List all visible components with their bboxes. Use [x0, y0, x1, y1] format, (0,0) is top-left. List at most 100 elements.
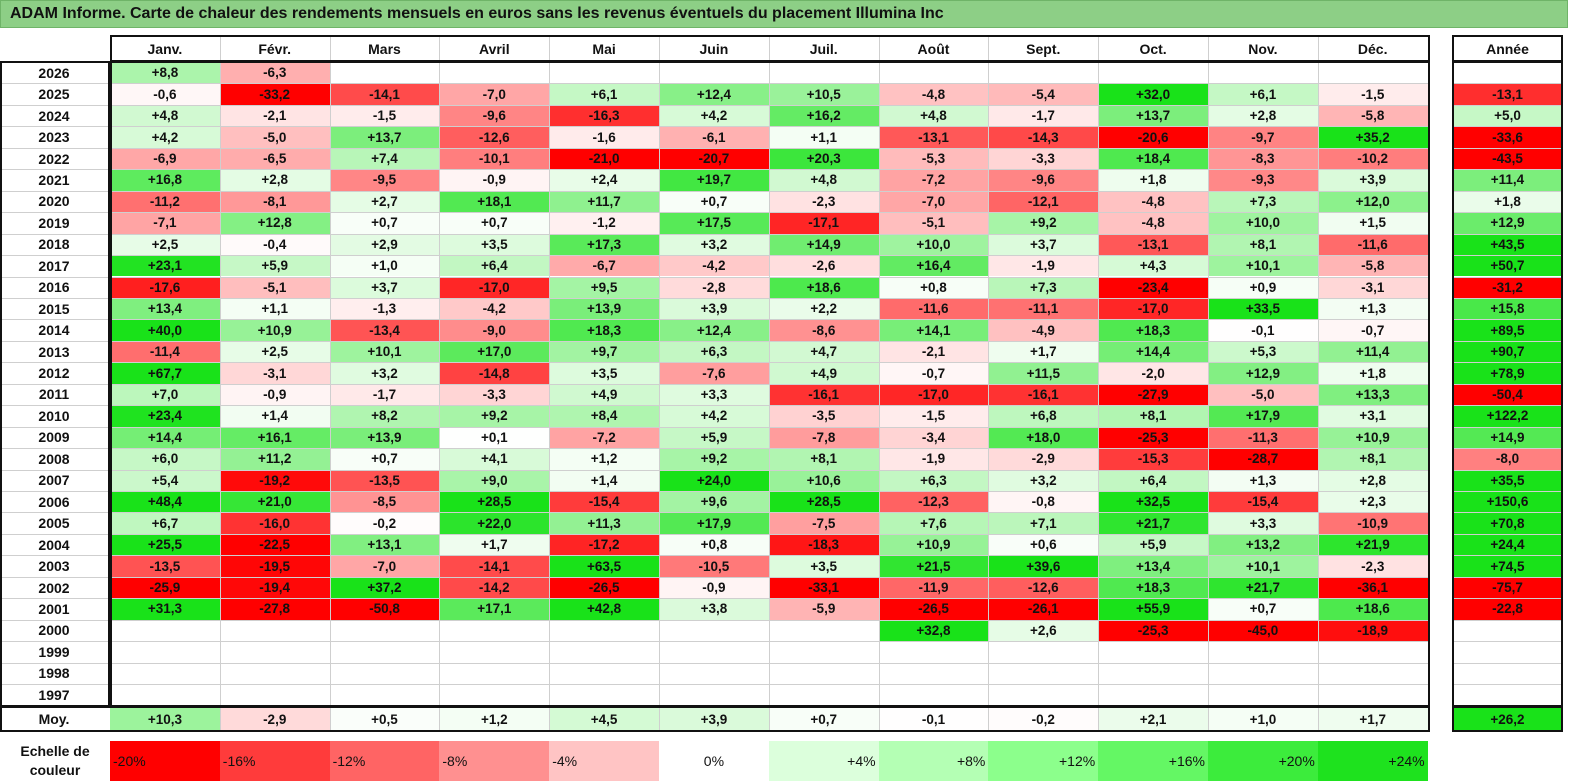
heatmap-cell: -13,5	[329, 469, 440, 491]
grid-line	[768, 62, 770, 706]
heatmap-cell	[1208, 641, 1318, 663]
average-cell: +1,2	[439, 707, 550, 731]
heatmap-cell: +18,6	[768, 276, 879, 298]
heatmap-cell: +35,2	[1317, 126, 1428, 148]
heatmap-cell: -5,8	[1317, 255, 1428, 277]
heatmap-cell: +4,1	[439, 448, 550, 470]
month-header: Oct.	[1098, 37, 1208, 61]
heatmap-cell: +2,8	[1317, 469, 1428, 491]
heatmap-cell: +14,4	[110, 426, 220, 449]
year-label: 2018	[0, 233, 108, 256]
heatmap-cell: -1,5	[329, 104, 440, 127]
year-label: 2000	[0, 619, 108, 642]
heatmap-cell: -45,0	[1208, 619, 1318, 642]
heatmap-cell: -4,8	[1098, 212, 1208, 234]
heatmap-cell: +2,4	[549, 169, 659, 191]
heatmap-cell: +11,5	[988, 362, 1099, 384]
grid-line	[329, 707, 331, 731]
heatmap-cell: -33,2	[219, 83, 330, 105]
heatmap-cell: -12,1	[988, 190, 1099, 213]
year-label: 2003	[0, 555, 108, 577]
grid-line	[1452, 169, 1563, 171]
grid-line	[988, 707, 990, 731]
heatmap-cell: +17,5	[659, 212, 769, 234]
heatmap-cell: -1,7	[988, 104, 1099, 127]
average-annual-cell: +26,2	[1452, 707, 1563, 731]
heatmap-cell: +3,3	[659, 383, 769, 406]
heatmap-cell: -50,8	[329, 598, 440, 620]
heatmap-cell: +10,5	[768, 83, 879, 105]
heatmap-cell	[549, 62, 659, 84]
heatmap-cell: -18,9	[1317, 619, 1428, 642]
year-label: 2002	[0, 576, 108, 599]
heatmap-cell: -9,7	[1208, 126, 1318, 148]
heatmap-cell: +10,9	[219, 319, 330, 341]
heatmap-cell: +23,4	[110, 405, 220, 427]
heatmap-cell: +39,6	[988, 555, 1099, 577]
annual-cell: +24,4	[1452, 533, 1563, 556]
heatmap-cell: -4,2	[659, 255, 769, 277]
heatmap-cell: -12,3	[878, 491, 989, 513]
annual-cell: -43,5	[1452, 147, 1563, 170]
grid-line	[1452, 598, 1563, 600]
heatmap-cell: +5,9	[219, 255, 330, 277]
heatmap-cell: +2,5	[219, 340, 330, 363]
color-scale-step: +4%	[768, 741, 879, 781]
heatmap-cell: +67,7	[110, 362, 220, 384]
grid-line	[1452, 212, 1563, 214]
grid-line	[0, 169, 1428, 171]
heatmap-cell: -18,3	[768, 533, 879, 556]
heatmap-cell	[1208, 662, 1318, 685]
grid-line	[0, 190, 1428, 192]
grid-line	[0, 83, 1428, 85]
heatmap-cell: +4,9	[768, 362, 879, 384]
heatmap-cell: -13,1	[878, 126, 989, 148]
annual-cell: +50,7	[1452, 255, 1563, 277]
year-label: 2016	[0, 276, 108, 298]
grid-line	[0, 405, 1428, 407]
heatmap-cell: -5,9	[768, 598, 879, 620]
heatmap-cell: -17,0	[878, 383, 989, 406]
grid-line	[329, 62, 331, 706]
heatmap-cell: +21,7	[1098, 512, 1208, 534]
annual-cell: +89,5	[1452, 319, 1563, 341]
heatmap-cell	[768, 662, 879, 685]
heatmap-cell: +4,2	[659, 104, 769, 127]
heatmap-cell: +32,8	[878, 619, 989, 642]
heatmap-cell: -12,6	[439, 126, 550, 148]
heatmap-cell: +63,5	[549, 555, 659, 577]
year-label: 2023	[0, 126, 108, 148]
heatmap-cell: +6,1	[549, 83, 659, 105]
heatmap-cell: -21,0	[549, 147, 659, 170]
heatmap-cell: +17,0	[439, 340, 550, 363]
heatmap-cell: -0,9	[219, 383, 330, 406]
heatmap-cell: -10,1	[439, 147, 550, 170]
annual-cell: -13,1	[1452, 83, 1563, 105]
heatmap-cell: +42,8	[549, 598, 659, 620]
heatmap-cell: +23,1	[110, 255, 220, 277]
heatmap-cell: -20,6	[1098, 126, 1208, 148]
heatmap-cell: +8,1	[768, 448, 879, 470]
heatmap-cell: +1,3	[1317, 297, 1428, 320]
heatmap-cell	[1317, 662, 1428, 685]
average-cell: +0,5	[329, 707, 440, 731]
average-cell: -0,1	[878, 707, 989, 731]
heatmap-cell: -9,0	[439, 319, 550, 341]
average-cell: +4,5	[549, 707, 659, 731]
color-scale-step: -20%	[110, 741, 220, 781]
heatmap-cell: +7,1	[988, 512, 1099, 534]
heatmap-cell: +18,1	[439, 190, 550, 213]
heatmap-cell: +9,2	[659, 448, 769, 470]
grid-line	[0, 233, 1428, 235]
annual-cell: +14,9	[1452, 426, 1563, 449]
heatmap-cell: +2,5	[110, 233, 220, 256]
heatmap-cell: -1,6	[549, 126, 659, 148]
heatmap-cell: +9,6	[659, 491, 769, 513]
heatmap-cell: +10,6	[768, 469, 879, 491]
heatmap-cell: -2,3	[1317, 555, 1428, 577]
grid-line	[1452, 383, 1563, 385]
grid-line	[1452, 340, 1563, 342]
heatmap-cell: +7,3	[1208, 190, 1318, 213]
heatmap-cell	[659, 619, 769, 642]
annual-cell: -22,8	[1452, 598, 1563, 620]
